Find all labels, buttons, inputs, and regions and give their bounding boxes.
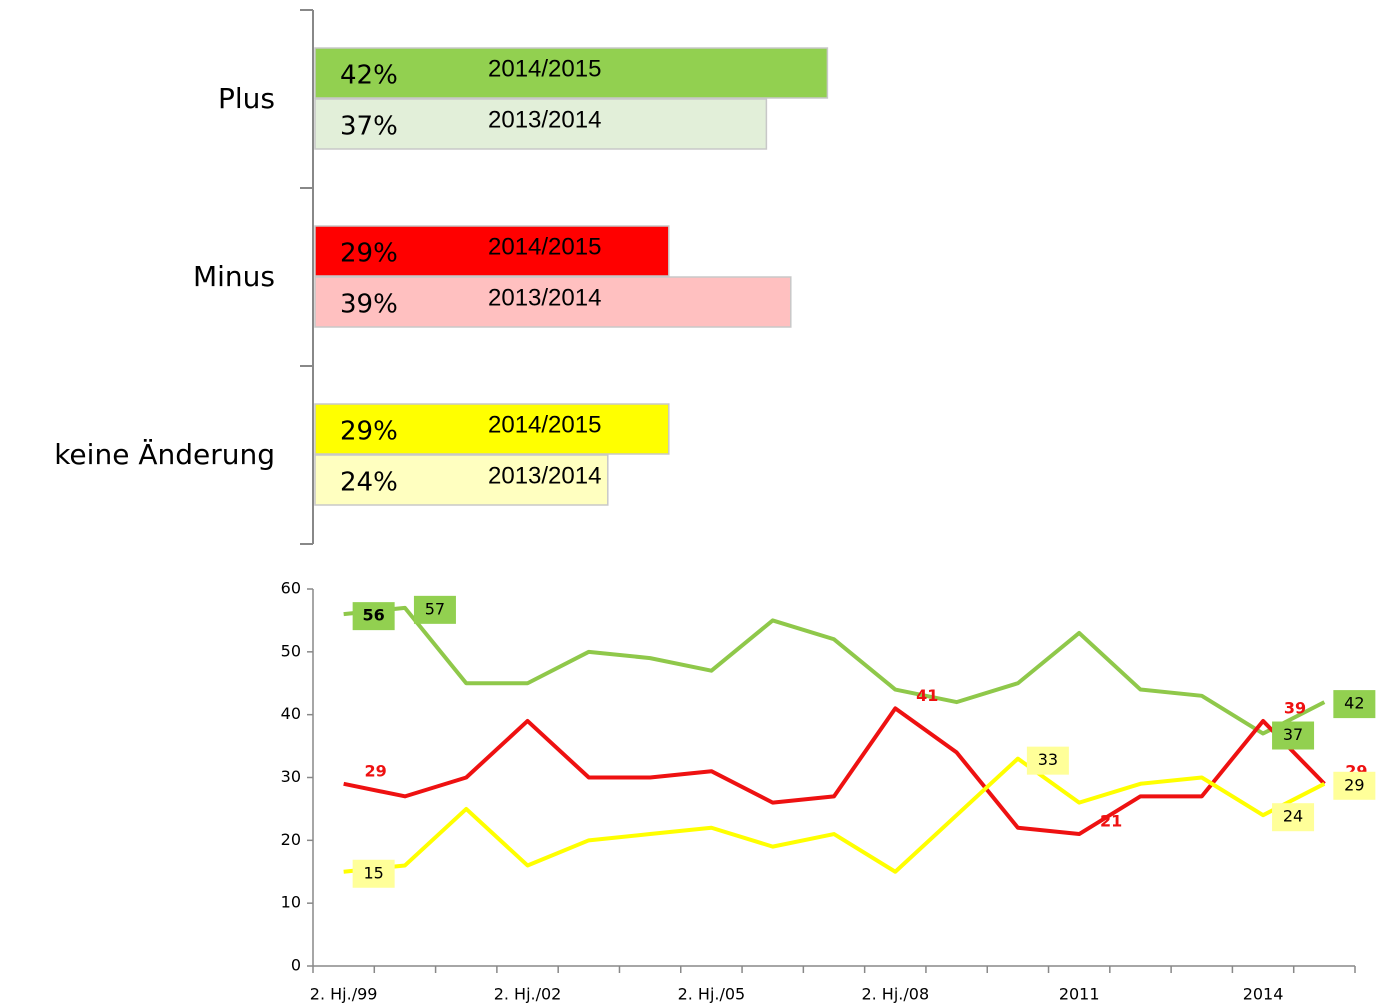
- series-line: [343, 605, 1326, 736]
- data-label: 57: [425, 599, 445, 618]
- bar: [314, 47, 829, 99]
- x-tick-label: 2014: [1243, 985, 1284, 1004]
- x-tick-label: 2. Hj./99: [310, 985, 378, 1004]
- y-tick-label: 10: [281, 893, 301, 912]
- data-label: 41: [916, 686, 938, 705]
- data-label: 42: [1344, 694, 1364, 713]
- bar: [314, 403, 670, 455]
- bar-value-label: 29%: [340, 239, 398, 269]
- bar-value-label: 24%: [340, 468, 398, 498]
- x-tick-label: 2. Hj./08: [861, 985, 929, 1004]
- y-tick-label: 30: [281, 767, 301, 786]
- bar-series-label: 2014/2015: [488, 233, 601, 260]
- bar-value-label: 37%: [340, 112, 398, 142]
- data-label-box: [1026, 746, 1069, 775]
- category-label: Minus: [193, 260, 275, 293]
- bar-value-label: 29%: [340, 417, 398, 447]
- x-tick-label: 2. Hj./05: [678, 985, 746, 1004]
- data-label: 29: [365, 761, 387, 780]
- data-label: 21: [1100, 812, 1122, 831]
- category-label: Plus: [218, 82, 275, 115]
- data-label-box: [1333, 771, 1376, 800]
- bar-value-label: 39%: [340, 290, 398, 320]
- bar-series-label: 2013/2014: [488, 462, 601, 489]
- y-tick-label: 0: [291, 956, 301, 975]
- data-label: 29: [1344, 775, 1364, 794]
- bar: [314, 98, 768, 150]
- bar-value-label: 42%: [340, 61, 398, 91]
- data-label-box: [413, 595, 456, 624]
- data-label-box: [1272, 803, 1315, 832]
- y-tick-label: 40: [281, 704, 301, 723]
- data-label: 33: [1038, 750, 1058, 769]
- x-tick-label: 2011: [1059, 985, 1100, 1004]
- bar-series-label: 2014/2015: [488, 55, 601, 82]
- data-label-box: [1272, 721, 1315, 750]
- bar-series-label: 2014/2015: [488, 411, 601, 438]
- y-tick-label: 60: [281, 579, 301, 598]
- data-label: 37: [1283, 725, 1303, 744]
- data-label: 15: [363, 863, 383, 882]
- data-label: 24: [1283, 807, 1303, 826]
- data-label-box: [352, 602, 395, 631]
- data-label-box: [352, 859, 395, 888]
- data-label: 56: [363, 606, 385, 625]
- data-label-box: [1333, 690, 1376, 719]
- x-tick-label: 2. Hj./02: [494, 985, 562, 1004]
- bar: [314, 454, 609, 506]
- series-line: [343, 706, 1326, 837]
- bar-series-label: 2013/2014: [488, 106, 601, 133]
- bar-series-label: 2013/2014: [488, 284, 601, 311]
- category-label: keine Änderung: [54, 438, 275, 471]
- y-tick-label: 20: [281, 830, 301, 849]
- bar: [314, 276, 792, 328]
- series-line: [343, 756, 1326, 874]
- data-label: 39: [1284, 698, 1306, 717]
- bar: [314, 225, 670, 277]
- y-tick-label: 50: [281, 641, 301, 660]
